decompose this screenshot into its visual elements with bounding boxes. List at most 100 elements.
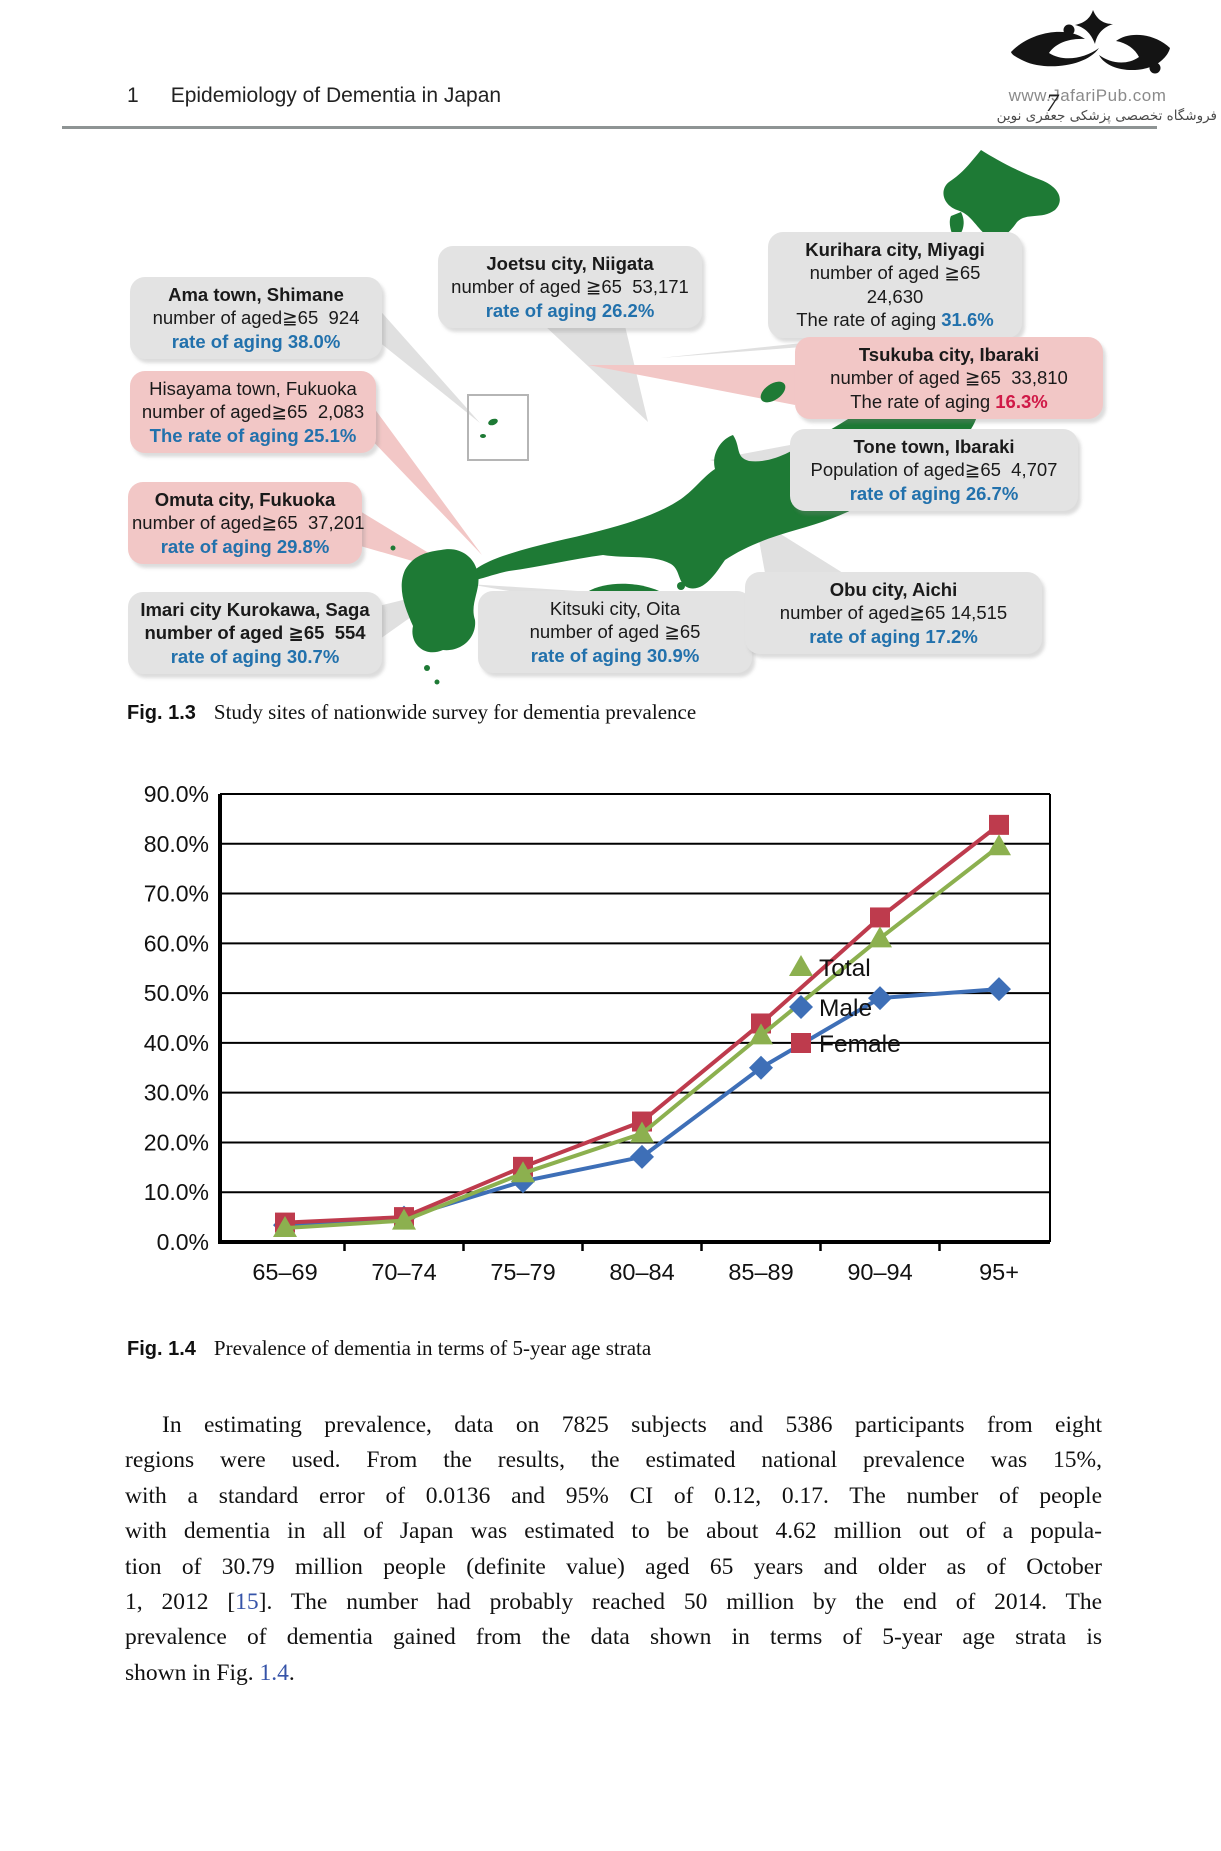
- publisher-url: www.JafariPub.com: [1008, 86, 1167, 105]
- callout-line: number of aged≧65 14,515: [779, 602, 1008, 624]
- callout-line: 24,630: [866, 285, 924, 307]
- callout-line: rate of aging 30.9%: [530, 644, 700, 666]
- publisher-logo-icon: [1011, 10, 1170, 74]
- callout-line: The rate of aging 31.6%: [796, 309, 994, 331]
- figure-prevalence-chart: 0.0% 10.0% 20.0% 30.0% 40.0% 50.0% 60.0% 70.0% 8…: [125, 772, 1110, 1332]
- triangle-marker: [273, 1216, 297, 1238]
- callout-line: number of aged≧65 37,201: [132, 512, 365, 534]
- legend-label-male: Male: [819, 995, 872, 1022]
- callout-line: Joetsu city, Niigata: [486, 253, 654, 274]
- chart-legend: Total Male Female: [789, 955, 901, 1058]
- triangle-marker: [987, 834, 1011, 856]
- diamond-marker: [630, 1144, 654, 1169]
- figure-1-4-label: Fig. 1.4: [127, 1338, 196, 1360]
- x-tick-label: 80–84: [609, 1259, 674, 1285]
- body-paragraph: In estimating prevalence, data on 7825 s…: [125, 1408, 1102, 1691]
- x-tick-label: 70–74: [371, 1259, 436, 1285]
- callout-line: Kurihara city, Miyagi: [805, 239, 985, 260]
- x-tick-label: 85–89: [728, 1259, 793, 1285]
- chart-series-male: [273, 977, 1011, 1238]
- legend-label-total: Total: [819, 955, 871, 982]
- chapter-title: Epidemiology of Dementia in Japan: [170, 84, 502, 107]
- callout-line: number of aged ≧65 53,171: [451, 276, 689, 298]
- paragraph-line: prevalence of dementia gained from the d…: [125, 1624, 1102, 1651]
- callout-line: Tsukuba city, Ibaraki: [858, 344, 1040, 365]
- y-tick-label: 60.0%: [144, 930, 209, 956]
- callout-line: Obu city, Aichi: [829, 579, 958, 600]
- callout-line: number of aged≧65 2,083: [141, 401, 365, 423]
- y-tick-label: 0.0%: [157, 1229, 209, 1255]
- chapter-number: 1: [127, 84, 139, 107]
- callout-line: Tone town, Ibaraki: [853, 436, 1015, 457]
- paragraph-line: with dementia in all of Japan was estima…: [125, 1518, 1102, 1545]
- triangle-marker: [392, 1208, 416, 1230]
- square-marker: [791, 1033, 811, 1053]
- callout-line: Omuta city, Fukuoka: [154, 489, 336, 510]
- header-rule: [62, 126, 1157, 129]
- callout-line: Hisayama town, Fukuoka: [149, 378, 357, 399]
- map-callout-tsukuba: Tsukuba city, Ibaraki number of aged ≧65 …: [795, 337, 1103, 420]
- callout-line: number of aged ≧65: [809, 262, 981, 284]
- square-marker: [870, 907, 890, 928]
- publisher-tagline: فروشگاه تخصصی پزشکی جعفری نوین: [996, 108, 1217, 124]
- paragraph-line: In estimating prevalence, data on 7825 s…: [162, 1412, 1102, 1438]
- figure-1-3-label: Fig. 1.3: [127, 702, 196, 724]
- square-marker: [989, 814, 1009, 835]
- diamond-marker: [987, 977, 1011, 1002]
- y-tick-label: 90.0%: [144, 781, 209, 807]
- callout-line: Imari city Kurokawa, Saga: [140, 599, 370, 620]
- running-head: 1 Epidemiology of Dementia in Japan: [127, 84, 501, 108]
- chart-series-total: [273, 834, 1011, 1238]
- page-number: 7: [1046, 90, 1059, 117]
- japan-map-svg: [350, 150, 1060, 685]
- diamond-marker: [868, 986, 892, 1011]
- callout-line: rate of aging 29.8%: [160, 535, 330, 557]
- x-tick-label: 65–69: [252, 1259, 317, 1285]
- map-callout-hisayama: Hisayama town, Fukuoka number of aged≧65 …: [130, 371, 376, 454]
- y-tick-label: 40.0%: [144, 1030, 209, 1056]
- callout-line: rate of aging 17.2%: [809, 625, 978, 647]
- map-callout-obu: Obu city, Aichi number of aged≧65 14,515 r…: [745, 572, 1042, 655]
- map-callout-kurihara: Kurihara city, Miyagi number of aged ≧65 2…: [768, 232, 1022, 338]
- callout-line: rate of aging 26.7%: [849, 482, 1019, 504]
- callout-line: number of aged ≧65 554: [144, 622, 366, 644]
- map-callout-tone: Tone town, Ibaraki Population of aged≧65 …: [790, 429, 1078, 512]
- map-callout-omuta: Omuta city, Fukuoka number of aged≧65 37,…: [128, 482, 365, 565]
- callout-line: The rate of aging 16.3%: [850, 390, 1048, 412]
- x-tick-label: 90–94: [847, 1259, 912, 1285]
- callout-line: rate of aging 26.2%: [485, 299, 655, 321]
- y-tick-label: 10.0%: [144, 1179, 209, 1205]
- callout-line: rate of aging 38.0%: [171, 330, 341, 352]
- reference-link[interactable]: 15: [235, 1588, 259, 1615]
- callout-line: number of aged ≧65: [529, 621, 701, 643]
- triangle-marker: [511, 1161, 535, 1183]
- reference-link[interactable]: 1.4: [259, 1659, 289, 1686]
- map-callout-joetsu: Joetsu city, Niigata number of aged ≧65 5…: [438, 246, 702, 329]
- figure-1-4-caption-text: Prevalence of dementia in terms of 5-yea…: [213, 1336, 652, 1360]
- callout-line: rate of aging 30.7%: [170, 645, 340, 667]
- paragraph-line: shown in Fig. 1.4.: [125, 1659, 295, 1686]
- figure-1-4-caption: Fig. 1.4 Prevalence of dementia in terms …: [127, 1336, 651, 1361]
- map-inset-box: [467, 394, 529, 461]
- chart-grid: 0.0% 10.0% 20.0% 30.0% 40.0% 50.0% 60.0% 70.0% 8…: [144, 781, 1051, 1285]
- paragraph-line: tion of 30.79 million people (definite v…: [125, 1553, 1102, 1580]
- callout-line: The rate of aging 25.1%: [149, 424, 357, 446]
- paragraph-line: with a standard error of 0.0136 and 95% …: [125, 1482, 1102, 1509]
- callout-line: Kitsuki city, Oita: [549, 598, 681, 619]
- paragraph-line: 1, 2012 [15]. The number had probably re…: [125, 1588, 1102, 1615]
- y-tick-label: 50.0%: [144, 980, 209, 1006]
- figure-map-japan: Ama town, Shimane number of aged≧65 924 ra…: [125, 140, 1103, 700]
- y-tick-label: 20.0%: [144, 1129, 209, 1155]
- y-tick-label: 80.0%: [144, 831, 209, 857]
- legend-label-female: Female: [819, 1031, 901, 1058]
- figure-1-3-caption: Fig. 1.3 Study sites of nationwide survey…: [127, 700, 696, 725]
- diamond-marker: [749, 1055, 773, 1080]
- x-tick-label: 75–79: [490, 1259, 555, 1285]
- triangle-marker: [630, 1121, 654, 1143]
- map-callout-kitsuki: Kitsuki city, Oita number of aged ≧65 rate…: [478, 591, 752, 674]
- callout-line: Ama town, Shimane: [168, 284, 344, 305]
- triangle-marker: [749, 1023, 773, 1045]
- chart-series-female: [275, 814, 1009, 1233]
- y-tick-label: 30.0%: [144, 1080, 209, 1106]
